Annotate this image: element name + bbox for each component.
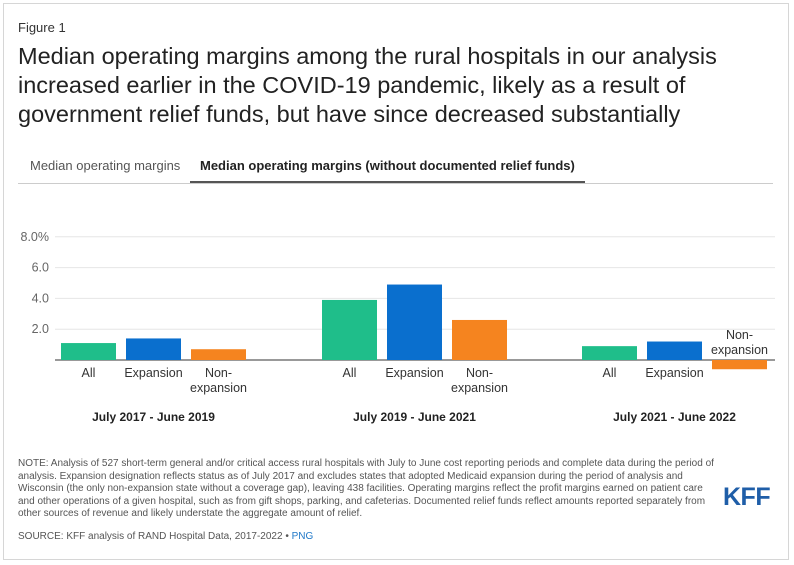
category-label: Expansion: [645, 366, 703, 380]
category-label: Expansion: [124, 366, 182, 380]
bar-non-expansion: [452, 319, 507, 360]
kff-logo: KFF: [723, 483, 771, 511]
png-download-link[interactable]: PNG: [291, 531, 314, 542]
category-label-line: Non-: [726, 328, 753, 342]
category-label-line: expansion: [451, 381, 508, 395]
y-tick-label: 6.0: [32, 261, 49, 275]
tab-median-operating-margins[interactable]: Median operating margins: [30, 158, 181, 173]
bar-all: [322, 299, 377, 360]
category-label-line: All: [343, 366, 357, 380]
group-label: July 2019 - June 2021: [353, 410, 476, 424]
category-label-line: Non-: [205, 366, 232, 380]
bar-expansion: [647, 341, 702, 360]
category-label-line: expansion: [190, 381, 247, 395]
bar-non-expansion: [191, 349, 246, 360]
category-label: All: [343, 366, 357, 380]
category-label-line: Expansion: [645, 366, 703, 380]
source-line: SOURCE: KFF analysis of RAND Hospital Da…: [18, 531, 313, 542]
bar-all: [582, 346, 637, 360]
source-text: SOURCE: KFF analysis of RAND Hospital Da…: [18, 531, 289, 542]
tab-bar: Median operating margins Median operatin…: [18, 153, 773, 184]
bar-expansion: [126, 338, 181, 360]
figure-frame: [3, 3, 789, 560]
category-label-line: All: [82, 366, 96, 380]
y-tick-label: 2.0: [32, 322, 49, 336]
group-label: July 2021 - June 2022: [613, 410, 736, 424]
y-tick-label: 8.0%: [21, 230, 50, 244]
bar-all: [61, 343, 116, 360]
chart-title: Median operating margins among the rural…: [18, 43, 717, 127]
bar-chart: 8.0% 6.0 4.0 2.0 All Expansion Non-expansion Ju…: [21, 230, 775, 424]
figure-label: Figure 1: [18, 20, 66, 35]
category-label: Expansion: [385, 366, 443, 380]
category-label-line: expansion: [711, 343, 768, 357]
bar-expansion: [387, 284, 442, 360]
category-label-line: Non-: [466, 366, 493, 380]
category-label: Non-expansion: [711, 328, 768, 357]
group-label: July 2017 - June 2019: [92, 410, 215, 424]
category-label: All: [603, 366, 617, 380]
category-label-line: Expansion: [124, 366, 182, 380]
category-label: All: [82, 366, 96, 380]
tab-without-relief-funds[interactable]: Median operating margins (without docume…: [190, 153, 585, 183]
bar-non-expansion: [712, 360, 767, 370]
category-label-line: All: [603, 366, 617, 380]
category-label-line: Expansion: [385, 366, 443, 380]
category-label: Non-expansion: [451, 366, 508, 395]
category-label: Non-expansion: [190, 366, 247, 395]
y-tick-label: 4.0: [32, 291, 49, 305]
note-text: NOTE: Analysis of 527 short-term general…: [18, 458, 714, 520]
